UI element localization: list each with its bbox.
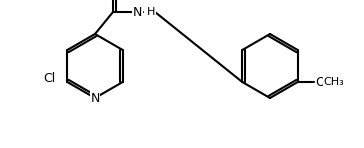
Text: N: N [132,5,142,18]
Text: H: H [147,7,155,17]
Text: O: O [316,75,325,89]
Text: CH₃: CH₃ [324,77,344,87]
Text: N: N [90,91,100,104]
Text: Cl: Cl [43,73,55,86]
